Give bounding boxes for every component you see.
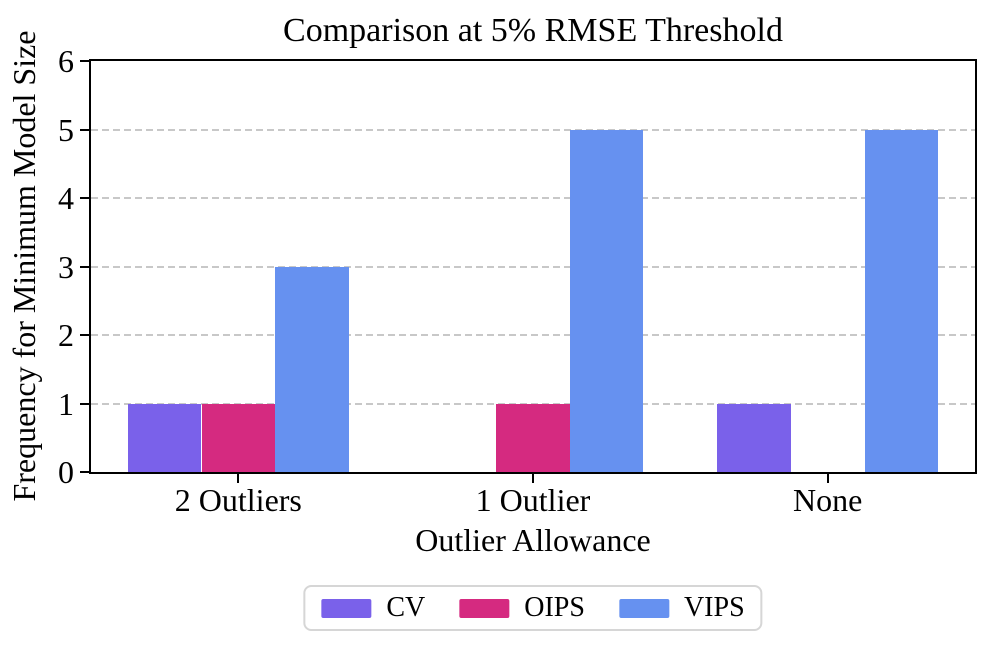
bar-oips-1-outlier [496,403,570,472]
y-tick-label-1: 1 [58,385,74,422]
y-tick-label-3: 3 [58,248,74,285]
y-tick-label-5: 5 [58,111,74,148]
gridline-y4 [91,197,975,199]
legend-item-vips: VIPS [618,591,745,625]
y-tick-label-0: 0 [58,454,74,490]
gridline-y5 [91,128,975,131]
chart-title: Comparison at 5% RMSE Threshold [283,12,783,49]
y-tick-mark-1 [80,402,89,405]
x-axis-label: Outlier Allowance [415,522,651,558]
x-tick-label-2-outliers: 2 Outliers [174,482,302,518]
y-tick-mark-6 [80,60,89,62]
y-tick-mark-4 [80,197,89,199]
x-tick-mark-1 [237,474,240,483]
legend-item-oips: OIPS [459,591,585,625]
legend-swatch-oips [459,598,510,618]
legend-item-cv: CV [321,591,425,625]
gridline-y3 [91,265,975,268]
gridline-y2 [91,334,975,336]
legend-label-oips: OIPS [524,592,585,623]
x-tick-mark-3 [826,474,829,483]
y-tick-mark-5 [80,128,89,131]
bar-vips-1-outlier [569,129,644,472]
y-tick-mark-3 [80,265,89,268]
x-tick-label-none: None [793,482,863,518]
x-tick-mark-2 [532,474,534,483]
bar-cv-none [717,403,791,472]
y-tick-mark-0 [80,471,89,473]
y-tick-label-6: 6 [58,43,74,79]
legend-label-cv: CV [386,592,426,623]
legend-swatch-vips [618,598,669,618]
bar-oips-2-outliers [201,403,276,472]
bar-vips-2-outliers [275,266,349,472]
y-tick-mark-2 [80,334,89,336]
legend-label-vips: VIPS [683,592,745,623]
bar-vips-none [864,129,939,472]
legend: CV OIPS VIPS [303,585,763,631]
y-tick-label-2: 2 [58,317,74,353]
plot-area [89,59,977,474]
y-tick-label-4: 4 [58,180,74,216]
legend-swatch-cv [321,598,372,618]
bar-cv-2-outliers [127,403,202,472]
x-tick-label-1-outlier: 1 Outlier [475,482,591,518]
